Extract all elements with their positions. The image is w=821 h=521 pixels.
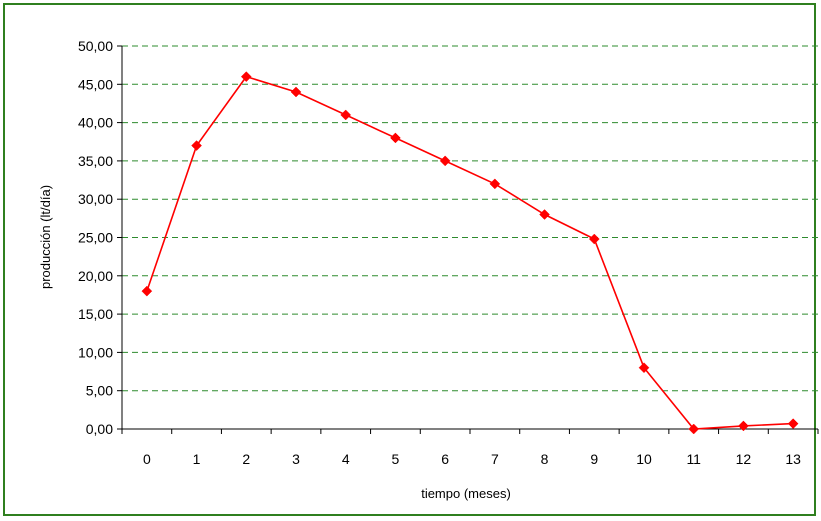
x-tick-label-6: 6 — [441, 451, 449, 467]
y-tick-label-2: 10,00 — [78, 344, 113, 360]
data-point-8 — [539, 209, 550, 220]
x-tick-label-11: 11 — [686, 451, 701, 467]
y-tick-label-5: 25,00 — [78, 230, 113, 246]
y-tick-label-8: 40,00 — [78, 115, 113, 131]
data-point-9 — [588, 233, 600, 245]
x-tick-label-10: 10 — [636, 451, 652, 467]
data-point-2 — [240, 71, 252, 82]
data-point-1 — [191, 140, 202, 151]
x-tick-label-12: 12 — [736, 451, 752, 467]
x-tick-label-3: 3 — [292, 451, 300, 467]
series-layer — [141, 71, 799, 435]
y-tick-label-7: 35,00 — [78, 153, 113, 169]
data-point-12 — [738, 420, 749, 432]
chart-frame — [3, 3, 816, 516]
data-point-7 — [489, 178, 501, 190]
data-point-0 — [141, 285, 153, 297]
data-point-11 — [688, 423, 700, 435]
y-tick-label-9: 45,00 — [78, 76, 113, 92]
x-tick-label-0: 0 — [143, 451, 151, 467]
y-ticks: 0,00 5,00 10,00 15,00 20,00 25,00 30,00 35,00 40… — [78, 38, 122, 437]
x-tick-label-2: 2 — [242, 451, 250, 467]
y-tick-label-0: 0,00 — [86, 421, 113, 437]
data-point-10 — [638, 362, 650, 374]
x-tick-label-1: 1 — [193, 451, 201, 467]
x-tick-label-13: 13 — [785, 451, 801, 467]
y-tick-label-1: 5,00 — [86, 383, 113, 399]
y-tick-label-6: 30,00 — [78, 191, 113, 207]
x-ticks: 0 1 2 3 4 5 6 7 8 9 10 11 12 13 — [121, 429, 819, 467]
x-tick-label-4: 4 — [342, 451, 350, 467]
y-tick-label-10: 50,00 — [78, 38, 113, 54]
data-point-3 — [290, 86, 302, 98]
grid-lines — [122, 45, 818, 392]
x-tick-label-5: 5 — [392, 451, 400, 467]
x-tick-label-7: 7 — [491, 451, 499, 467]
x-tick-label-8: 8 — [541, 451, 549, 467]
y-tick-label-3: 15,00 — [78, 306, 113, 322]
x-tick-label-9: 9 — [590, 451, 598, 467]
data-point-5 — [390, 132, 401, 144]
data-point-4 — [340, 109, 352, 121]
y-tick-label-4: 20,00 — [78, 268, 113, 284]
y-axis-title: producción (lt/día) — [38, 185, 53, 289]
data-point-13 — [787, 418, 799, 429]
series-line-0 — [146, 75, 794, 430]
data-point-6 — [439, 155, 451, 167]
x-axis-title: tiempo (meses) — [421, 486, 511, 501]
